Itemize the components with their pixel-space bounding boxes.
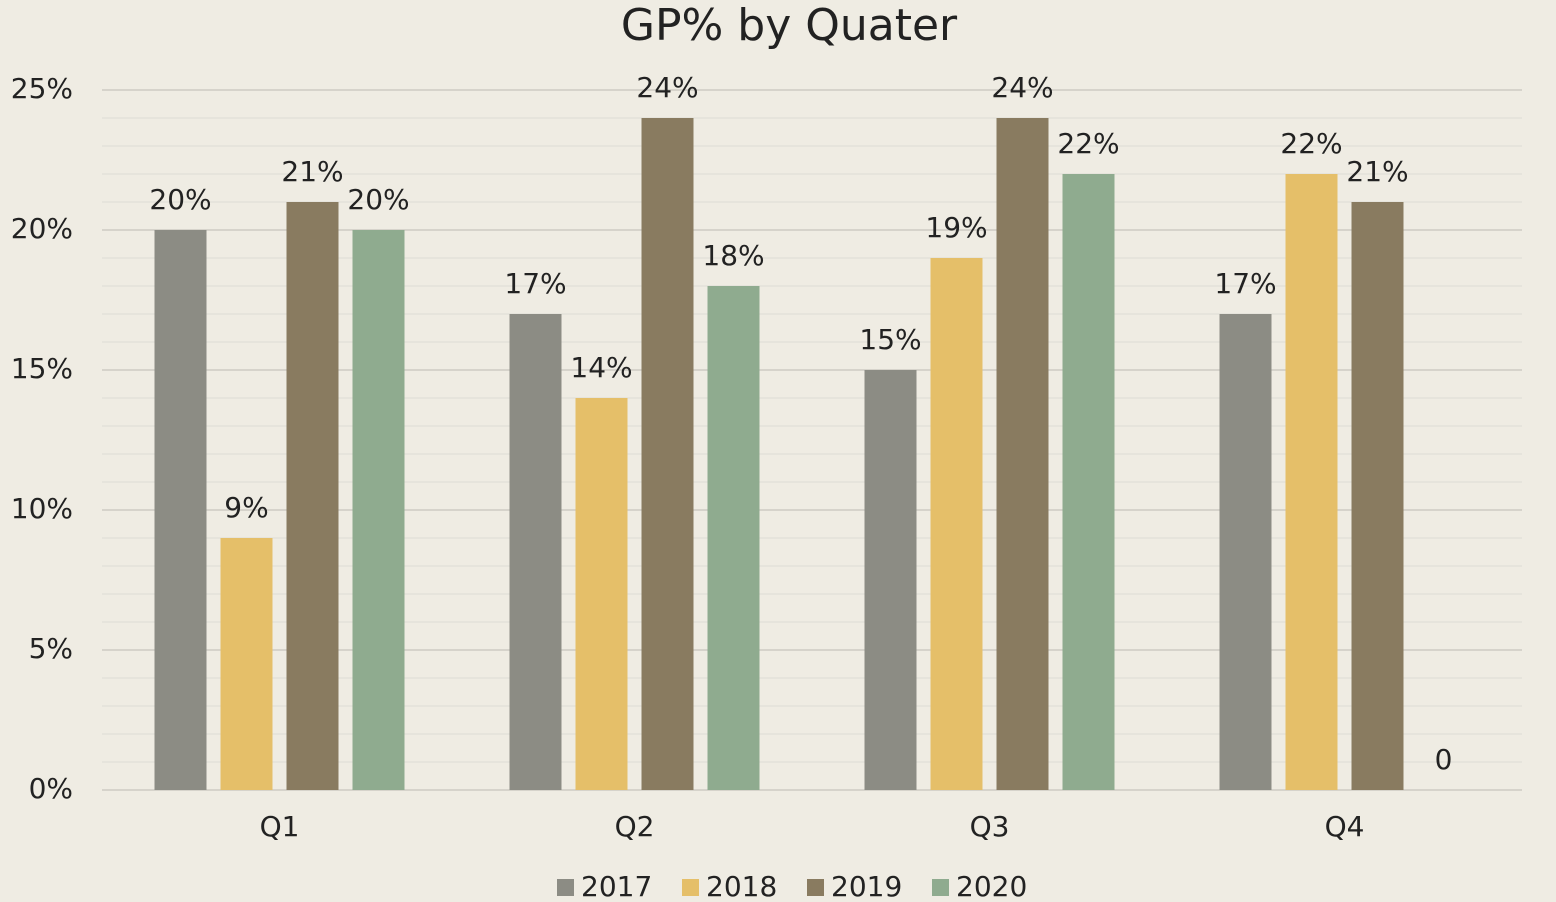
y-tick-label: 15% bbox=[11, 352, 73, 385]
bar bbox=[1285, 174, 1338, 790]
bar bbox=[575, 398, 628, 790]
legend-label: 2019 bbox=[831, 870, 902, 902]
data-label: 17% bbox=[504, 267, 566, 300]
legend-swatch bbox=[932, 879, 949, 896]
legend-label: 2017 bbox=[581, 870, 652, 902]
bar bbox=[509, 314, 562, 790]
bar bbox=[352, 230, 405, 790]
bar bbox=[707, 286, 760, 790]
legend: 2017 2018 2019 2020 bbox=[557, 870, 1027, 902]
data-label: 20% bbox=[347, 183, 409, 216]
legend-swatch bbox=[682, 879, 699, 896]
bar bbox=[641, 118, 694, 790]
y-tick-label: 10% bbox=[11, 492, 73, 525]
legend-label: 2020 bbox=[956, 870, 1027, 902]
data-label: 22% bbox=[1280, 127, 1342, 160]
bar bbox=[864, 370, 917, 790]
data-label: 24% bbox=[636, 71, 698, 104]
legend-label: 2018 bbox=[706, 870, 777, 902]
bar bbox=[286, 202, 339, 790]
bar bbox=[1219, 314, 1272, 790]
bar bbox=[930, 258, 983, 790]
data-label: 22% bbox=[1057, 127, 1119, 160]
y-tick-label: 25% bbox=[11, 72, 73, 105]
data-label: 20% bbox=[149, 183, 211, 216]
data-label: 21% bbox=[1346, 155, 1408, 188]
legend-swatch bbox=[557, 879, 574, 896]
x-tick-label: Q2 bbox=[615, 810, 655, 843]
y-tick-label: 20% bbox=[11, 212, 73, 245]
data-label: 18% bbox=[702, 239, 764, 272]
grid: 0% 5% 10% 15% 20% 25% bbox=[11, 72, 1522, 805]
bar bbox=[154, 230, 207, 790]
data-label: 17% bbox=[1214, 267, 1276, 300]
x-tick-label: Q4 bbox=[1325, 810, 1365, 843]
bar bbox=[1062, 174, 1115, 790]
data-label: 19% bbox=[925, 211, 987, 244]
bar bbox=[220, 538, 273, 790]
bar bbox=[1351, 202, 1404, 790]
legend-swatch bbox=[807, 879, 824, 896]
data-label: 15% bbox=[859, 323, 921, 356]
data-label: 24% bbox=[991, 71, 1053, 104]
y-tick-label: 0% bbox=[29, 772, 73, 805]
data-label: 14% bbox=[570, 351, 632, 384]
plot: Q120%9%21%20%Q217%14%24%18%Q315%19%24%22… bbox=[149, 71, 1452, 843]
data-label: 0 bbox=[1435, 743, 1453, 776]
bar bbox=[996, 118, 1049, 790]
data-label: 21% bbox=[281, 155, 343, 188]
y-tick-label: 5% bbox=[29, 632, 73, 665]
x-tick-label: Q3 bbox=[970, 810, 1010, 843]
x-tick-label: Q1 bbox=[260, 810, 300, 843]
chart-title: GP% by Quater bbox=[621, 0, 958, 51]
data-label: 9% bbox=[224, 491, 268, 524]
